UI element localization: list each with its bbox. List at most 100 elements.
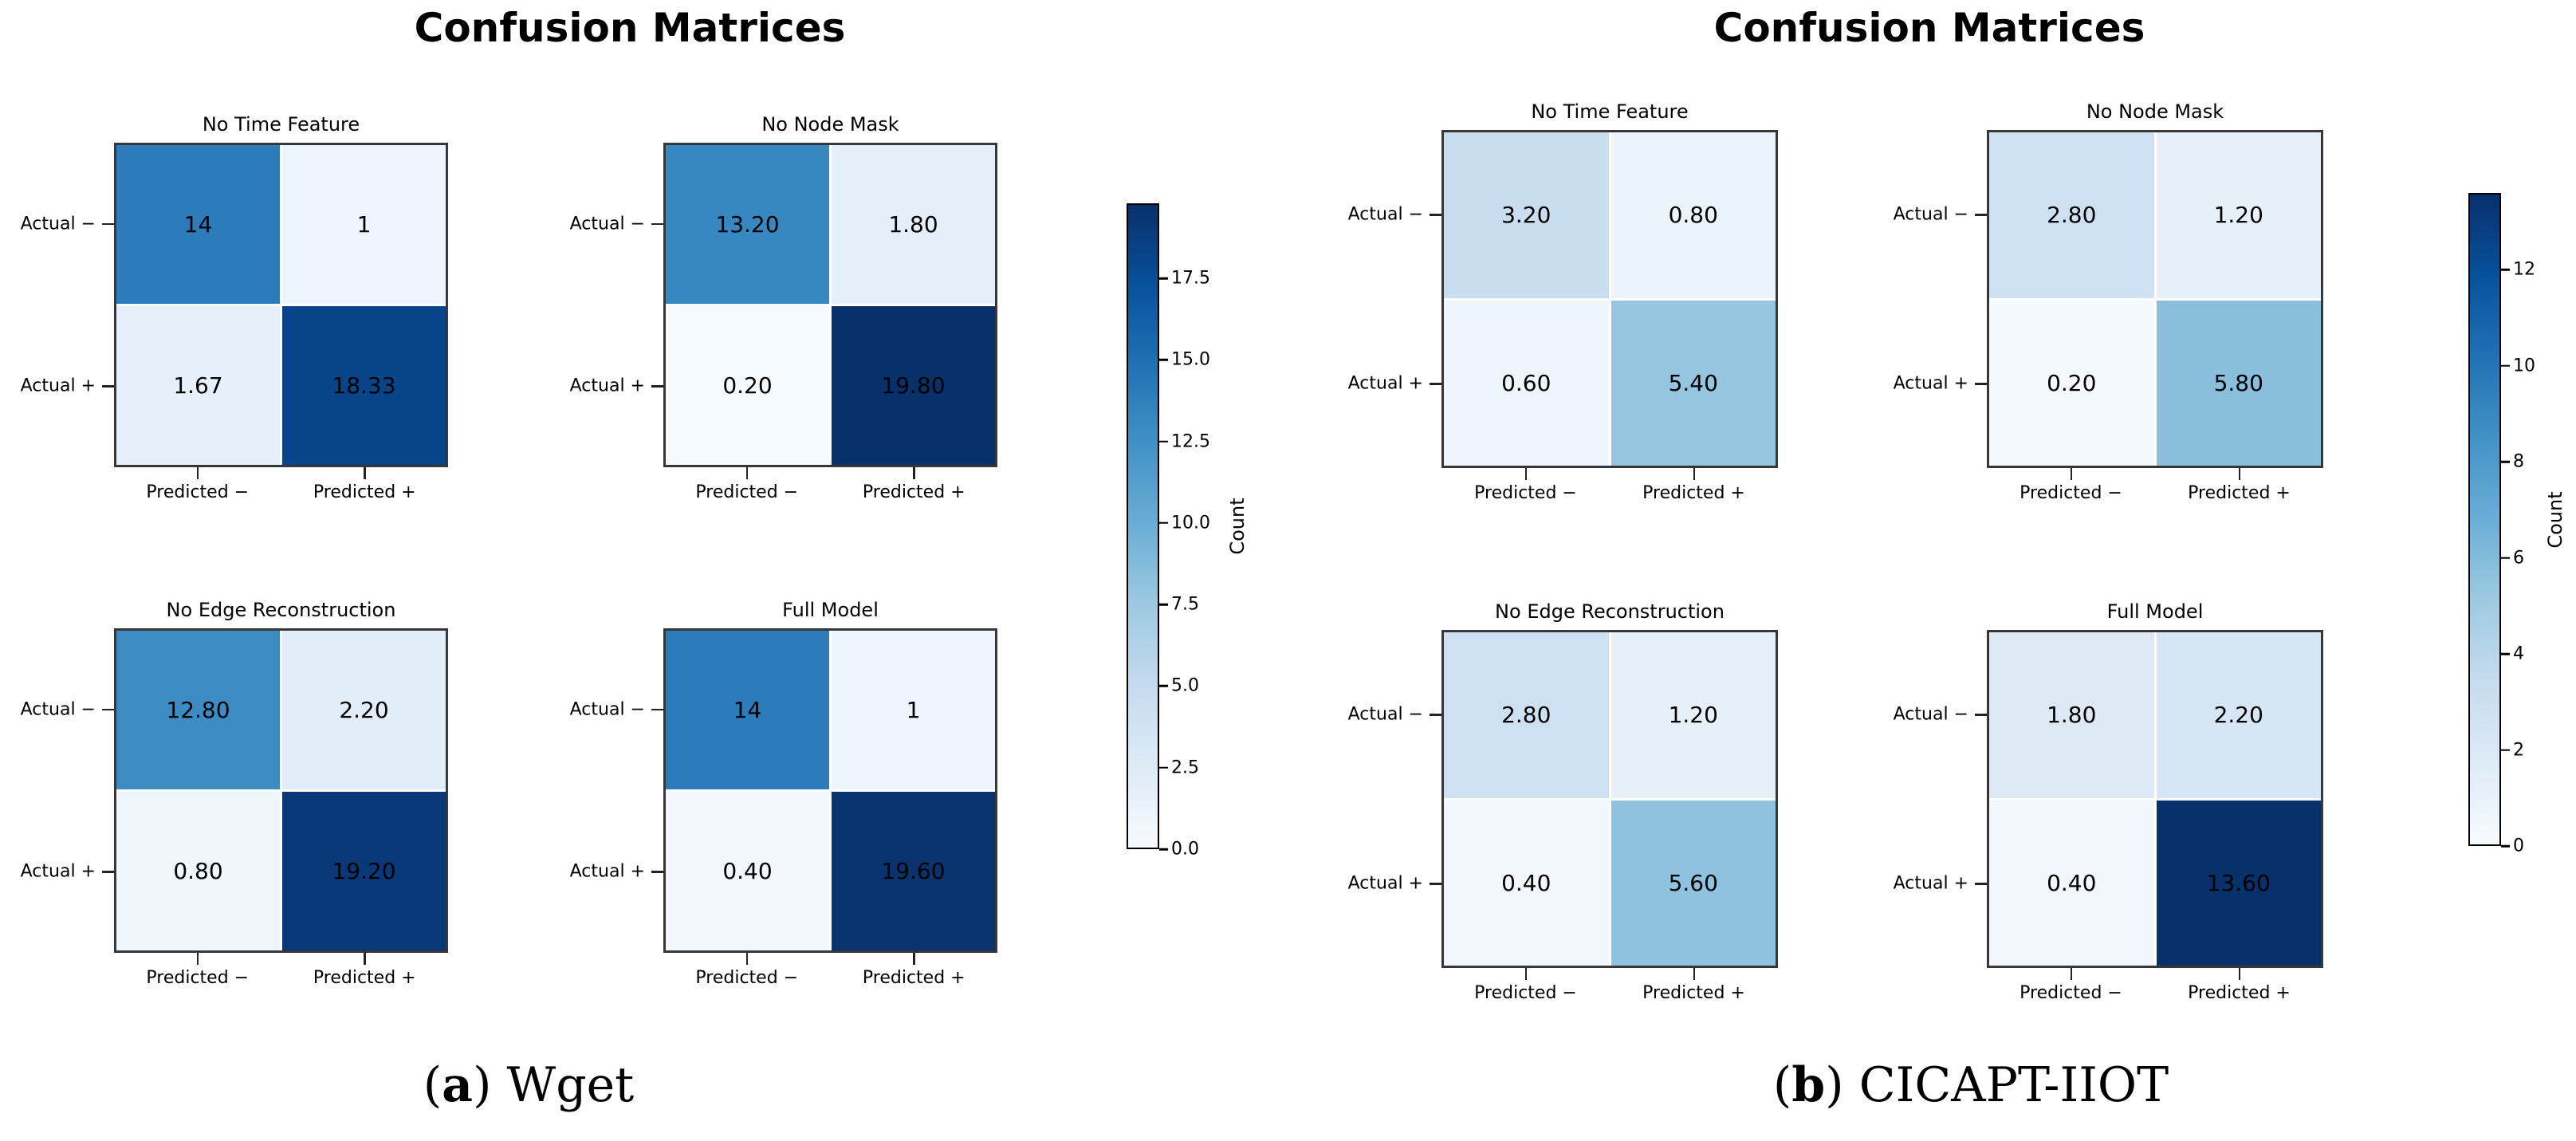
x-tick-mark [2238, 468, 2240, 480]
colorbar-tick-label: 4 [2513, 643, 2524, 664]
matrix-cell: 0.80 [1610, 132, 1776, 298]
colorbar-tick [1159, 521, 1168, 525]
x-tick-mark [745, 467, 749, 479]
matrix-cell: 1.80 [832, 145, 995, 304]
y-tick-mark [1430, 714, 1441, 716]
heatmap-grid: 2.80 1.20 0.40 5.60 [1441, 630, 1778, 968]
subplot-title: No Time Feature [202, 113, 360, 136]
y-tick-label: Actual − [569, 699, 645, 720]
colorbar-tick [2501, 844, 2510, 848]
colorbar-tick-label: 6 [2513, 548, 2524, 569]
subplot-title: Full Model [2106, 600, 2204, 623]
matrix-cell: 1.20 [2156, 132, 2321, 298]
colorbar-a: 17.5 15.0 12.5 10.0 7.5 5.0 2.5 0.0 Coun… [1127, 203, 1249, 860]
heatmap-grid: 2.80 1.20 0.20 5.80 [1987, 130, 2323, 468]
colorbar-gradient [2468, 193, 2501, 846]
colorbar-tick-label: 10.0 [1171, 513, 1210, 533]
matrix-cell: 19.60 [832, 792, 995, 950]
colorbar-b: 12 10 8 6 4 2 0 Count [2468, 193, 2566, 856]
subplot-title: No Node Mask [761, 113, 899, 136]
matrix-cell: 14 [666, 631, 829, 789]
heatmap-a-no-time-feature: No Time Feature Actual − Actual + 14 1 1… [21, 113, 448, 502]
colorbar-tick-label: 0 [2513, 836, 2524, 856]
matrix-cell: 19.80 [832, 306, 995, 465]
matrix-cell: 2.20 [282, 631, 446, 789]
heatmap-a-full-model: Full Model Actual − Actual + 14 1 0.40 1… [570, 599, 997, 988]
caption-letter: a [442, 1057, 474, 1113]
subplot-title: No Time Feature [1531, 100, 1689, 123]
y-tick-mark [102, 222, 114, 226]
matrix-cell: 5.60 [1610, 800, 1776, 966]
matrix-cell: 1.67 [116, 306, 280, 465]
matrix-cell: 0.20 [666, 306, 829, 465]
heatmap-a-no-edge-reconstruction: No Edge Reconstruction Actual − Actual +… [21, 599, 448, 988]
colorbar-tick-label: 15.0 [1171, 349, 1210, 370]
colorbar-tick-label: 12.5 [1171, 431, 1210, 452]
heatmap-b-full-model: Full Model Actual − Actual + 1.80 2.20 0… [1894, 600, 2323, 1003]
matrix-cell: 13.20 [666, 145, 829, 304]
heatmap-b-no-node-mask: No Node Mask Actual − Actual + 2.80 1.20… [1894, 100, 2323, 503]
y-tick-mark [651, 385, 663, 388]
x-tick-mark [2070, 468, 2072, 480]
y-tick-label: Actual − [569, 214, 645, 234]
colorbar-tick [2501, 461, 2510, 463]
x-tick-label: Predicted + [2188, 983, 2291, 1003]
heatmap-grid: 13.20 1.80 0.20 19.80 [663, 143, 997, 467]
colorbar-tick [2501, 557, 2510, 559]
x-tick-mark [2238, 968, 2240, 980]
y-tick-label: Actual − [1893, 704, 1968, 725]
y-tick-label: Actual + [1347, 373, 1423, 394]
y-tick-label: Actual − [1893, 204, 1968, 225]
y-tick-mark [651, 222, 663, 226]
colorbar-tick [2501, 749, 2510, 751]
x-tick-label: Predicted − [146, 482, 250, 502]
y-tick-mark [1975, 714, 1987, 716]
y-tick-mark [102, 871, 114, 873]
matrix-cell: 1.80 [1989, 632, 2154, 798]
heatmap-grid: 3.20 0.80 0.60 5.40 [1441, 130, 1778, 468]
matrix-cell: 0.40 [1444, 800, 1609, 966]
colorbar-tick-label: 10 [2513, 356, 2535, 376]
x-tick-mark [364, 953, 366, 965]
subplot-title: No Edge Reconstruction [166, 599, 396, 621]
colorbar-tick [2501, 652, 2510, 655]
x-tick-mark [196, 953, 199, 965]
colorbar-tick [1159, 603, 1168, 606]
y-tick-mark [102, 708, 114, 711]
matrix-cell: 2.20 [2156, 632, 2321, 798]
x-tick-mark [1524, 468, 1527, 480]
caption-a: (a) Wget [423, 1057, 635, 1113]
y-tick-label: Actual + [1893, 873, 1968, 894]
matrix-cell: 0.60 [1444, 300, 1609, 466]
caption-text: ) Wget [473, 1057, 635, 1113]
matrix-cell: 0.80 [116, 792, 280, 950]
colorbar-tick-label: 17.5 [1171, 268, 1210, 289]
y-tick-mark [1975, 214, 1987, 216]
matrix-cell: 1 [832, 631, 995, 789]
x-tick-label: Predicted + [313, 968, 416, 988]
colorbar-tick [1159, 277, 1168, 280]
y-tick-mark [1430, 883, 1441, 885]
y-tick-mark [1430, 383, 1441, 385]
matrix-cell: 0.40 [666, 792, 829, 950]
heatmap-grid: 14 1 0.40 19.60 [663, 628, 997, 953]
y-tick-label: Actual − [20, 214, 96, 234]
matrix-cell: 12.80 [116, 631, 280, 789]
x-tick-mark [1524, 968, 1527, 980]
heatmap-grid: 1.80 2.20 0.40 13.60 [1987, 630, 2323, 968]
matrix-cell: 5.40 [1610, 300, 1776, 466]
subplot-title: No Edge Reconstruction [1495, 600, 1725, 623]
matrix-cell: 1 [282, 145, 446, 304]
y-tick-label: Actual + [1347, 873, 1423, 894]
colorbar-tick [2501, 364, 2510, 368]
x-tick-mark [913, 467, 915, 479]
colorbar-tick-label: 8 [2513, 451, 2524, 472]
y-tick-mark [102, 385, 114, 388]
panel-a-suptitle: Confusion Matrices [414, 5, 846, 51]
heatmap-b-no-time-feature: No Time Feature Actual − Actual + 3.20 0… [1348, 100, 1778, 503]
y-tick-mark [651, 708, 663, 711]
y-tick-label: Actual + [1893, 373, 1968, 394]
x-tick-mark [1693, 468, 1695, 480]
colorbar-tick-label: 0.0 [1171, 839, 1199, 860]
y-tick-label: Actual − [20, 699, 96, 720]
